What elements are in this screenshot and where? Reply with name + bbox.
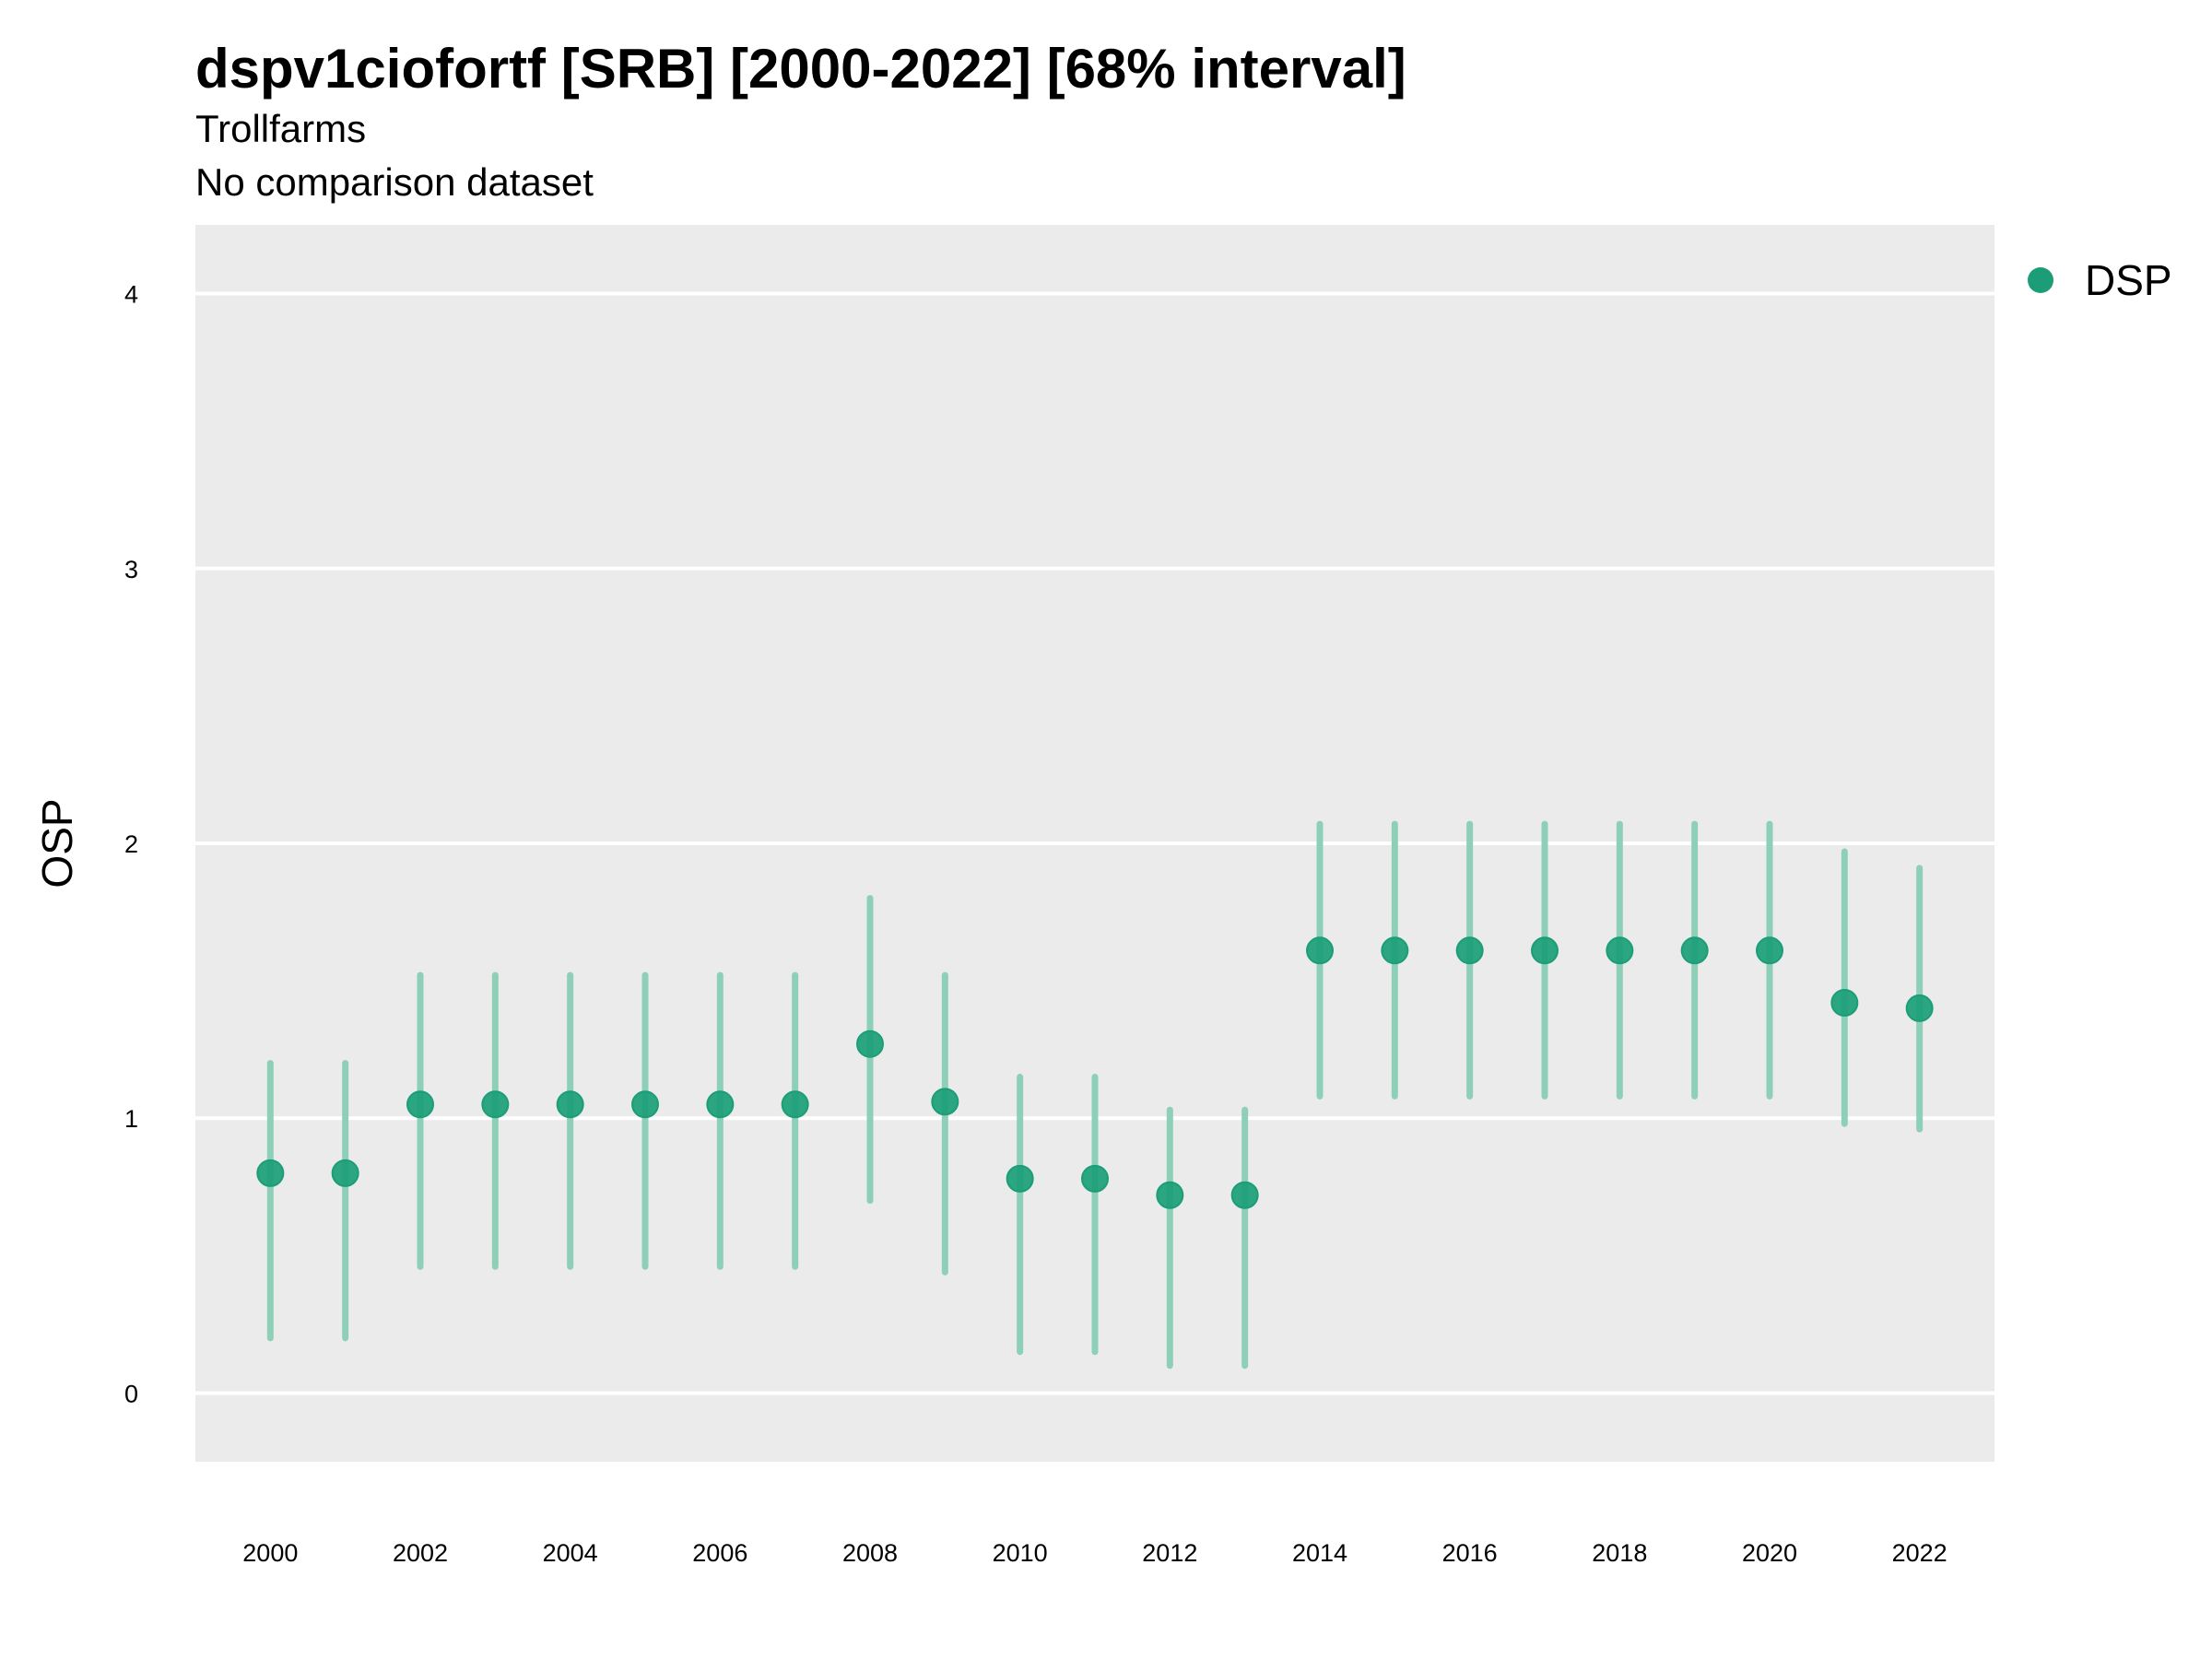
data-point bbox=[1230, 1181, 1259, 1209]
y-tick-label: 2 bbox=[124, 830, 138, 858]
x-tick-label: 2004 bbox=[543, 1539, 598, 1567]
chart-title: dspv1ciofortf [SRB] [2000-2022] [68% int… bbox=[195, 38, 1406, 100]
data-point bbox=[1905, 994, 1934, 1022]
x-tick-label: 2012 bbox=[1142, 1539, 1197, 1567]
x-tick-label: 2020 bbox=[1742, 1539, 1797, 1567]
data-point bbox=[1606, 936, 1634, 965]
data-point bbox=[856, 1030, 884, 1058]
data-point bbox=[1455, 936, 1484, 965]
data-point bbox=[1830, 988, 1859, 1017]
data-point bbox=[556, 1090, 584, 1119]
x-tick-label: 2018 bbox=[1592, 1539, 1647, 1567]
x-tick-label: 2010 bbox=[993, 1539, 1048, 1567]
data-point bbox=[406, 1090, 434, 1119]
x-tick-label: 2014 bbox=[1292, 1539, 1347, 1567]
data-point bbox=[1081, 1164, 1109, 1193]
data-point bbox=[1680, 936, 1709, 965]
x-tick-label: 2000 bbox=[242, 1539, 298, 1567]
data-point bbox=[631, 1090, 659, 1119]
data-point bbox=[1381, 936, 1409, 965]
legend-swatch-dsp bbox=[2028, 267, 2053, 293]
chart-subtitle: Trollfarms bbox=[195, 107, 367, 150]
data-point bbox=[481, 1090, 510, 1119]
y-tick-label: 1 bbox=[124, 1105, 138, 1133]
data-point bbox=[331, 1159, 359, 1187]
y-tick-labels: 0 1 2 3 4 bbox=[124, 281, 138, 1408]
legend: DSP bbox=[2028, 256, 2172, 304]
x-tick-label: 2008 bbox=[842, 1539, 898, 1567]
x-tick-label: 2002 bbox=[393, 1539, 448, 1567]
y-tick-label: 3 bbox=[124, 556, 138, 583]
x-tick-labels: 2000 2002 2004 2006 2008 2010 2012 2014 2016 2018… bbox=[242, 1539, 1947, 1567]
legend-label-dsp: DSP bbox=[2085, 256, 2172, 304]
data-point bbox=[706, 1090, 735, 1119]
data-point bbox=[1531, 936, 1559, 965]
data-point bbox=[1756, 936, 1783, 965]
data-points bbox=[256, 936, 1934, 1209]
x-tick-label: 2016 bbox=[1442, 1539, 1498, 1567]
data-point bbox=[1156, 1181, 1184, 1209]
y-tick-label: 0 bbox=[124, 1380, 138, 1407]
x-tick-label: 2022 bbox=[1892, 1539, 1947, 1567]
interval-lines bbox=[266, 820, 1924, 1370]
chart-caption: No comparison dataset bbox=[195, 160, 594, 204]
data-point bbox=[1306, 936, 1334, 965]
x-tick-label: 2006 bbox=[692, 1539, 747, 1567]
data-point bbox=[781, 1090, 809, 1119]
data-point bbox=[1006, 1164, 1034, 1193]
data-point bbox=[256, 1159, 285, 1187]
data-point bbox=[931, 1088, 959, 1116]
y-axis-title: OSP bbox=[33, 798, 81, 888]
y-tick-label: 4 bbox=[124, 281, 138, 309]
